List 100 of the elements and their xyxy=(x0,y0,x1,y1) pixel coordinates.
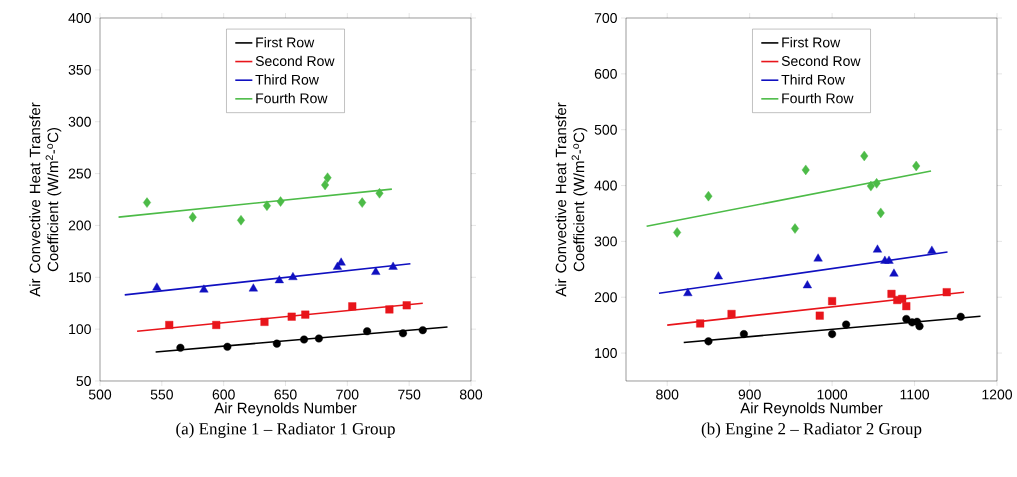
point xyxy=(898,294,907,303)
y-tick-label: 50 xyxy=(76,376,91,386)
point xyxy=(398,329,407,338)
point xyxy=(388,261,398,270)
point xyxy=(165,320,174,329)
point xyxy=(237,215,245,226)
text: (a) Engine 1 – Radiator 1 Group xyxy=(176,422,395,438)
point xyxy=(418,326,427,335)
legend-label: Fourth Row xyxy=(256,93,328,104)
point xyxy=(866,180,875,192)
y-tick-label: 700 xyxy=(594,13,617,23)
point xyxy=(314,334,323,343)
point xyxy=(828,330,837,339)
x-axis-title: Air Reynolds Number xyxy=(214,402,357,417)
x-tick-label: 800 xyxy=(656,389,679,400)
point xyxy=(248,283,258,292)
point xyxy=(212,320,221,329)
point xyxy=(860,150,869,162)
point xyxy=(872,178,881,189)
point xyxy=(363,327,372,336)
point xyxy=(287,312,296,321)
x-tick-label: 1200 xyxy=(982,389,1013,400)
point xyxy=(704,337,713,346)
text: (b) Engine 2 – Radiator 2 Group xyxy=(701,422,922,438)
point xyxy=(912,160,921,172)
legend-label: First Row xyxy=(256,37,315,48)
x-tick-label: 700 xyxy=(336,389,359,400)
point xyxy=(915,322,924,331)
point xyxy=(889,268,899,277)
point xyxy=(739,330,748,339)
y-tick-label: 600 xyxy=(594,68,617,79)
point xyxy=(887,289,896,298)
legend-label: First Row xyxy=(782,37,841,48)
point xyxy=(876,207,885,219)
x-tick-label: 750 xyxy=(398,389,421,400)
point xyxy=(942,288,951,297)
x-tick-label: 650 xyxy=(274,389,297,400)
y-axis-title: Air Convective Heat Transfer Coefficient (W/m$^{2}$-$^{o}$C) xyxy=(29,102,62,297)
point xyxy=(884,255,894,264)
y-tick-label: 300 xyxy=(68,116,91,127)
point xyxy=(301,310,310,319)
point xyxy=(713,271,723,280)
point xyxy=(813,253,823,262)
x-tick-label: 550 xyxy=(150,389,173,400)
point xyxy=(276,196,285,207)
point xyxy=(358,197,367,208)
point xyxy=(872,244,882,253)
point xyxy=(375,188,384,199)
y-tick-label: 400 xyxy=(594,180,617,191)
point xyxy=(288,272,298,280)
point xyxy=(673,227,682,238)
point xyxy=(323,172,332,183)
y-tick-label: 350 xyxy=(68,64,91,75)
point xyxy=(385,305,394,314)
x-tick-label: 800 xyxy=(459,389,483,400)
point xyxy=(321,179,330,191)
point xyxy=(683,288,693,297)
point xyxy=(902,302,911,311)
point xyxy=(828,297,837,306)
point xyxy=(927,245,937,254)
y-tick-label: 150 xyxy=(69,272,91,283)
point xyxy=(300,335,309,344)
y-tick-label: 100 xyxy=(595,348,617,359)
y-tick-label: 200 xyxy=(594,292,617,303)
point xyxy=(188,211,197,223)
legend-label: Second Row xyxy=(255,55,335,67)
point xyxy=(815,311,824,320)
legend-label: Third Row xyxy=(781,74,845,85)
point xyxy=(143,197,151,208)
point xyxy=(956,312,965,321)
point xyxy=(152,282,162,291)
point xyxy=(348,302,357,311)
y-axis-title: Air Convective Heat Transfer Coefficient (W/m$^{2}$-$^{o}$C) xyxy=(555,102,588,297)
point xyxy=(263,200,271,211)
x-tick-label: 1100 xyxy=(900,389,930,400)
y-tick-label: 100 xyxy=(69,324,91,335)
point xyxy=(902,315,911,324)
x-tick-label: 600 xyxy=(212,389,235,400)
y-tick-label: 200 xyxy=(68,220,91,231)
y-tick-label: 500 xyxy=(594,124,617,135)
point xyxy=(842,320,851,329)
point xyxy=(802,280,812,289)
y-tick-label: 300 xyxy=(594,236,617,247)
legend-label: Second Row xyxy=(781,55,861,67)
y-tick-label: 400 xyxy=(68,13,91,23)
x-axis-title: Air Reynolds Number xyxy=(740,402,883,417)
point xyxy=(176,343,185,352)
x-tick-label: 500 xyxy=(88,389,112,400)
x-tick-label: 900 xyxy=(738,389,761,400)
point xyxy=(801,164,810,176)
legend-label: Fourth Row xyxy=(782,93,854,104)
point xyxy=(402,301,411,310)
point xyxy=(791,223,799,234)
point xyxy=(727,309,736,318)
point xyxy=(704,190,713,202)
point xyxy=(696,319,705,328)
point xyxy=(199,284,209,293)
legend-label: Third Row xyxy=(255,74,319,85)
x-tick-label: 1000 xyxy=(817,389,848,400)
point xyxy=(274,275,284,284)
